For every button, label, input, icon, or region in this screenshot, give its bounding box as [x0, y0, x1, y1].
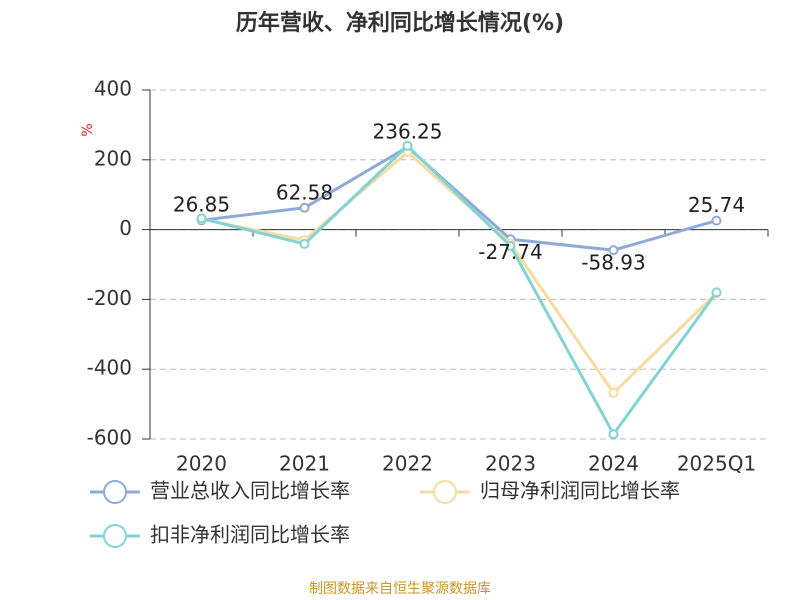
chart-title: 历年营收、净利同比增长情况(%): [236, 10, 564, 36]
data-point: [402, 140, 413, 151]
y-axis-label: %: [80, 123, 96, 136]
data-label: 236.25: [373, 120, 443, 144]
y-tick-label: 400: [94, 77, 132, 101]
legend-label: 归母净利润同比增长率: [480, 479, 680, 503]
legend-label: 扣非净利润同比增长率: [150, 523, 350, 547]
data-label: -58.93: [581, 251, 645, 275]
x-tick-label: 2025Q1: [677, 452, 756, 476]
data-point: [299, 202, 310, 213]
x-tick-label: 2023: [485, 452, 536, 476]
legend-label: 营业总收入同比增长率: [150, 479, 350, 503]
y-tick-label: 200: [94, 146, 132, 170]
data-point: [608, 387, 619, 398]
data-label: 62.58: [276, 180, 333, 204]
y-tick-label: -600: [87, 426, 132, 450]
data-point: [711, 287, 722, 298]
data-point: [711, 215, 722, 226]
x-tick-label: 2022: [382, 452, 433, 476]
source-note: 制图数据来自恒生聚源数据库: [309, 581, 491, 597]
data-point: [608, 429, 619, 440]
data-point: [196, 213, 207, 224]
data-label: 26.85: [173, 193, 230, 217]
data-label: 25.74: [688, 193, 745, 217]
y-tick-label: 0: [119, 216, 132, 240]
data-point: [299, 238, 310, 249]
data-point: [608, 245, 619, 256]
legend-marker: [433, 480, 457, 504]
data-point: [505, 241, 516, 252]
x-tick-label: 2024: [588, 452, 639, 476]
series-line: [201, 145, 717, 252]
x-tick-label: 2020: [176, 452, 227, 476]
x-tick-label: 2021: [279, 452, 330, 476]
data-label: -27.74: [478, 240, 542, 264]
series-line: [201, 143, 718, 437]
y-tick-label: -200: [87, 286, 132, 310]
legend-marker: [103, 480, 127, 504]
legend-marker: [103, 524, 127, 548]
y-tick-label: -400: [87, 356, 132, 380]
